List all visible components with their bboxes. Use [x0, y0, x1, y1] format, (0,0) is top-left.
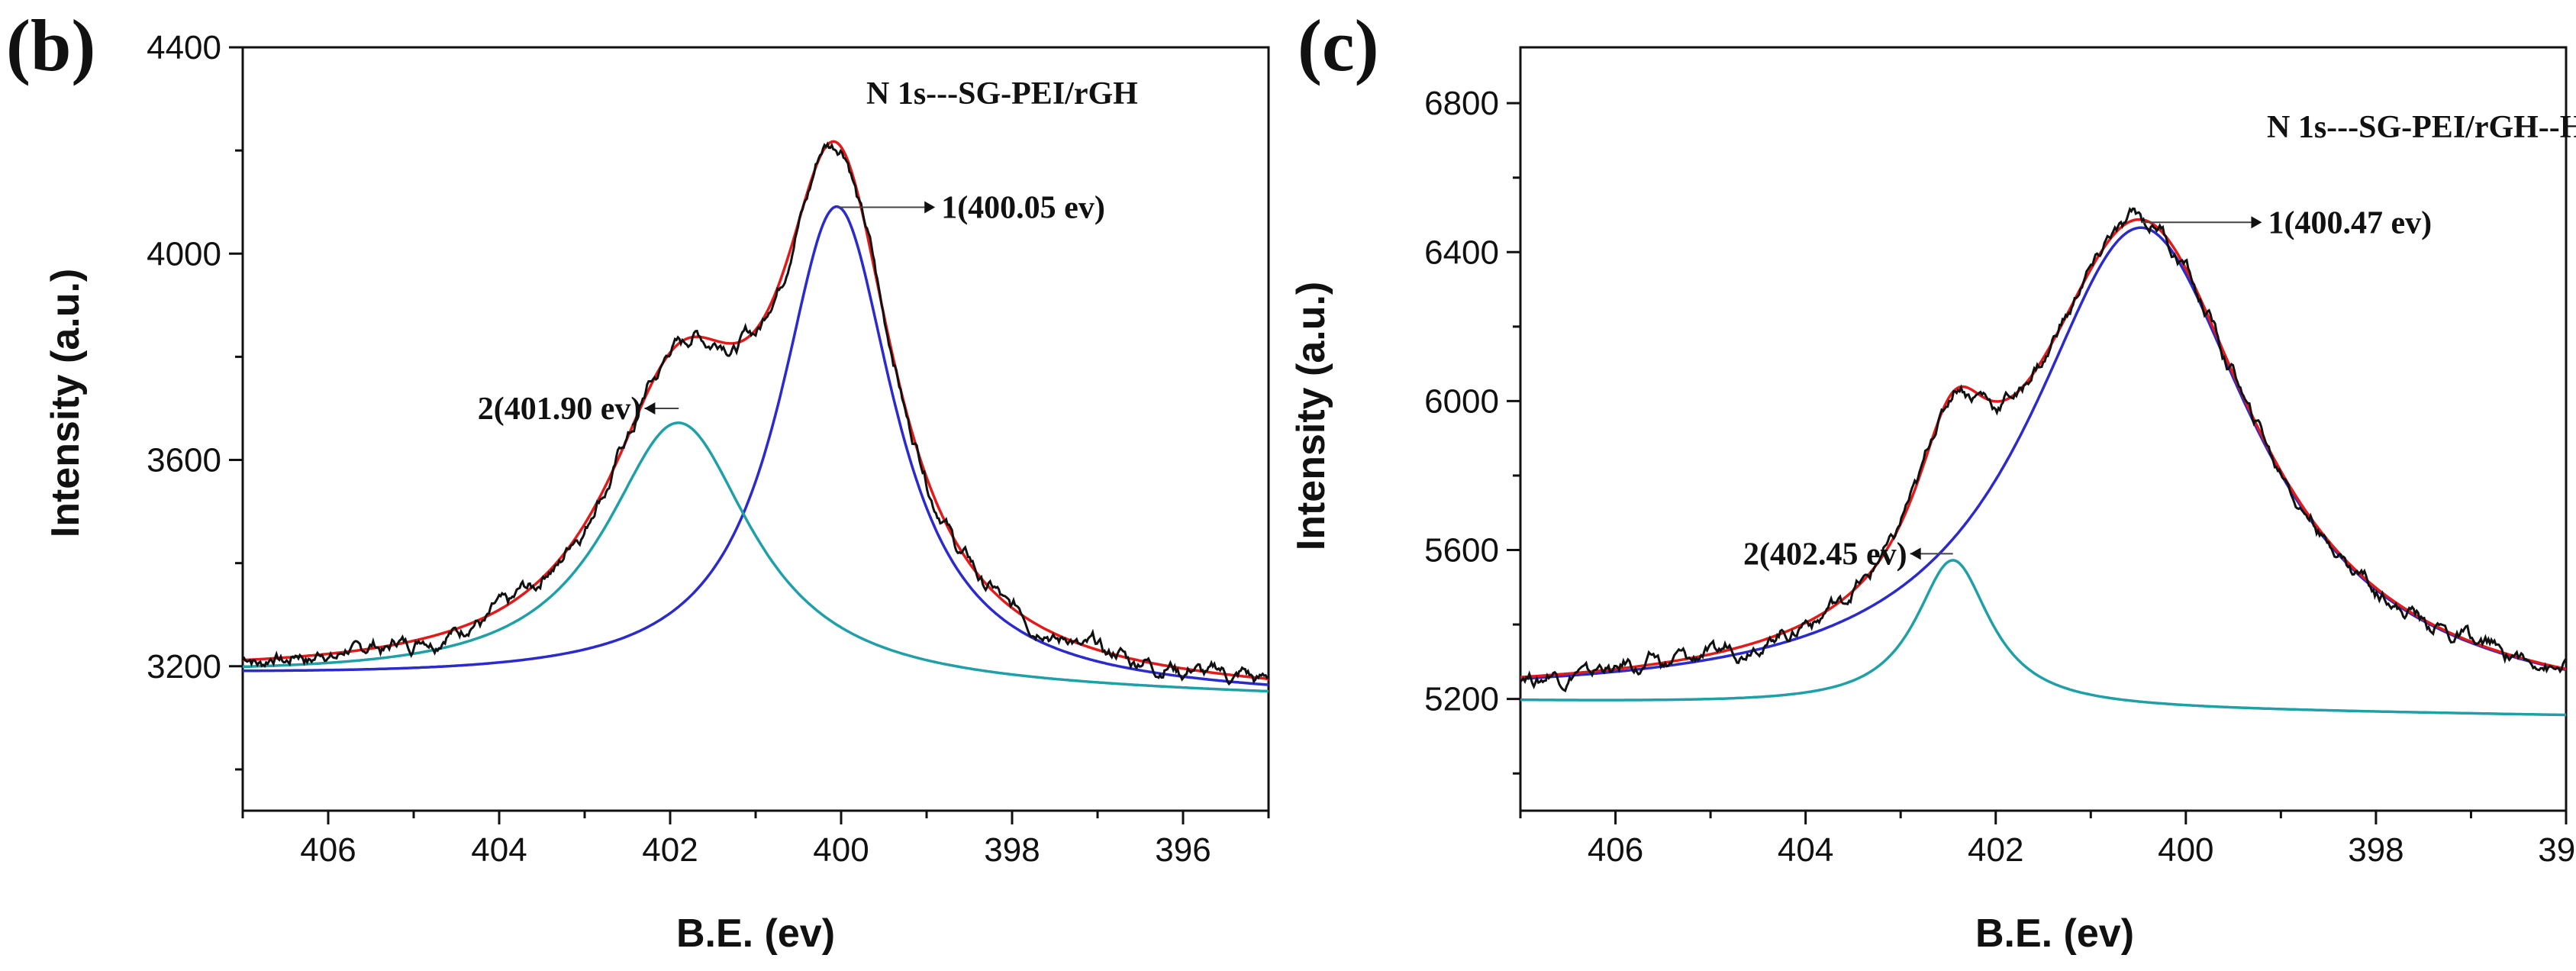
x-tick-label: 402: [642, 831, 698, 869]
x-tick-label: 400: [2158, 831, 2213, 869]
x-tick-label: 404: [1778, 831, 1833, 869]
y-tick-label: 6400: [1424, 234, 1499, 271]
panel-b-title: N 1s---SG-PEI/rGH: [866, 76, 1138, 111]
annotation-label: 1(400.05 ev): [941, 190, 1105, 225]
annotation-label: 1(400.47 ev): [2268, 205, 2432, 240]
x-tick-label: 406: [1588, 831, 1643, 869]
measured-data-curve: [243, 141, 1269, 686]
peak-2-curve: [243, 421, 1269, 693]
peak-annotation: 1(400.05 ev): [837, 190, 1105, 225]
measured-data-curve: [1520, 206, 2566, 693]
annotation-label: 2(401.90 ev): [478, 392, 642, 427]
peak-annotation: 2(402.45 ev): [1743, 537, 1953, 572]
y-tick-label: 3200: [147, 648, 221, 686]
panel-b-y-axis-label: Intensity (a.u.): [44, 269, 88, 537]
y-tick-label: 4400: [147, 29, 221, 66]
plot-frame: [1519, 46, 2568, 812]
peak-annotation: 1(400.47 ev): [2141, 205, 2432, 240]
x-tick-label: 404: [471, 831, 527, 869]
panel-c-title: N 1s---SG-PEI/rGH--Hg: [2267, 110, 2576, 145]
panel-c-x-axis-label: B.E. (ev): [1975, 911, 2134, 956]
y-tick-label: 6000: [1424, 382, 1499, 420]
plot-frame: [241, 46, 1270, 812]
fit-envelope-curve: [243, 140, 1269, 681]
panel-c-plot-area: 406 404 402 400 398 396 5200 5600 6000 6400 6800 1(…: [1424, 46, 2576, 869]
x-tick-label: 398: [2348, 831, 2404, 869]
x-tick-label: 396: [2538, 831, 2576, 869]
annotation-label: 2(402.45 ev): [1743, 537, 1907, 572]
peak-1-curve: [243, 205, 1269, 686]
x-tick-label: 406: [300, 831, 356, 869]
y-tick-label: 5200: [1424, 681, 1499, 718]
x-tick-label: 396: [1155, 831, 1211, 869]
x-tick-label: 400: [813, 831, 869, 869]
panel-b-label: (b): [6, 5, 95, 86]
peak-annotation: 2(401.90 ev): [478, 392, 679, 427]
y-tick-label: 5600: [1424, 532, 1499, 569]
panel-b-x-axis-label: B.E. (ev): [676, 911, 835, 956]
panel-b-plot-area: 406 404 402 400 398 396 3200 3600 4000 4400 1(400.…: [147, 29, 1270, 869]
x-tick-label: 402: [1968, 831, 2023, 869]
panel-c-y-axis-label: Intensity (a.u.): [1289, 282, 1333, 550]
panel-b: (b) N 1s---SG-PEI/rGH B.E. (ev) Intensit…: [6, 5, 1270, 956]
y-tick-label: 6800: [1424, 85, 1499, 122]
peak-2-curve: [1520, 559, 2566, 717]
panel-c-label: (c): [1298, 5, 1379, 86]
y-tick-label: 3600: [147, 442, 221, 479]
y-tick-label: 4000: [147, 235, 221, 273]
panel-c: (c) N 1s---SG-PEI/rGH--Hg B.E. (ev) Inte…: [1289, 5, 2576, 956]
x-tick-label: 398: [984, 831, 1040, 869]
